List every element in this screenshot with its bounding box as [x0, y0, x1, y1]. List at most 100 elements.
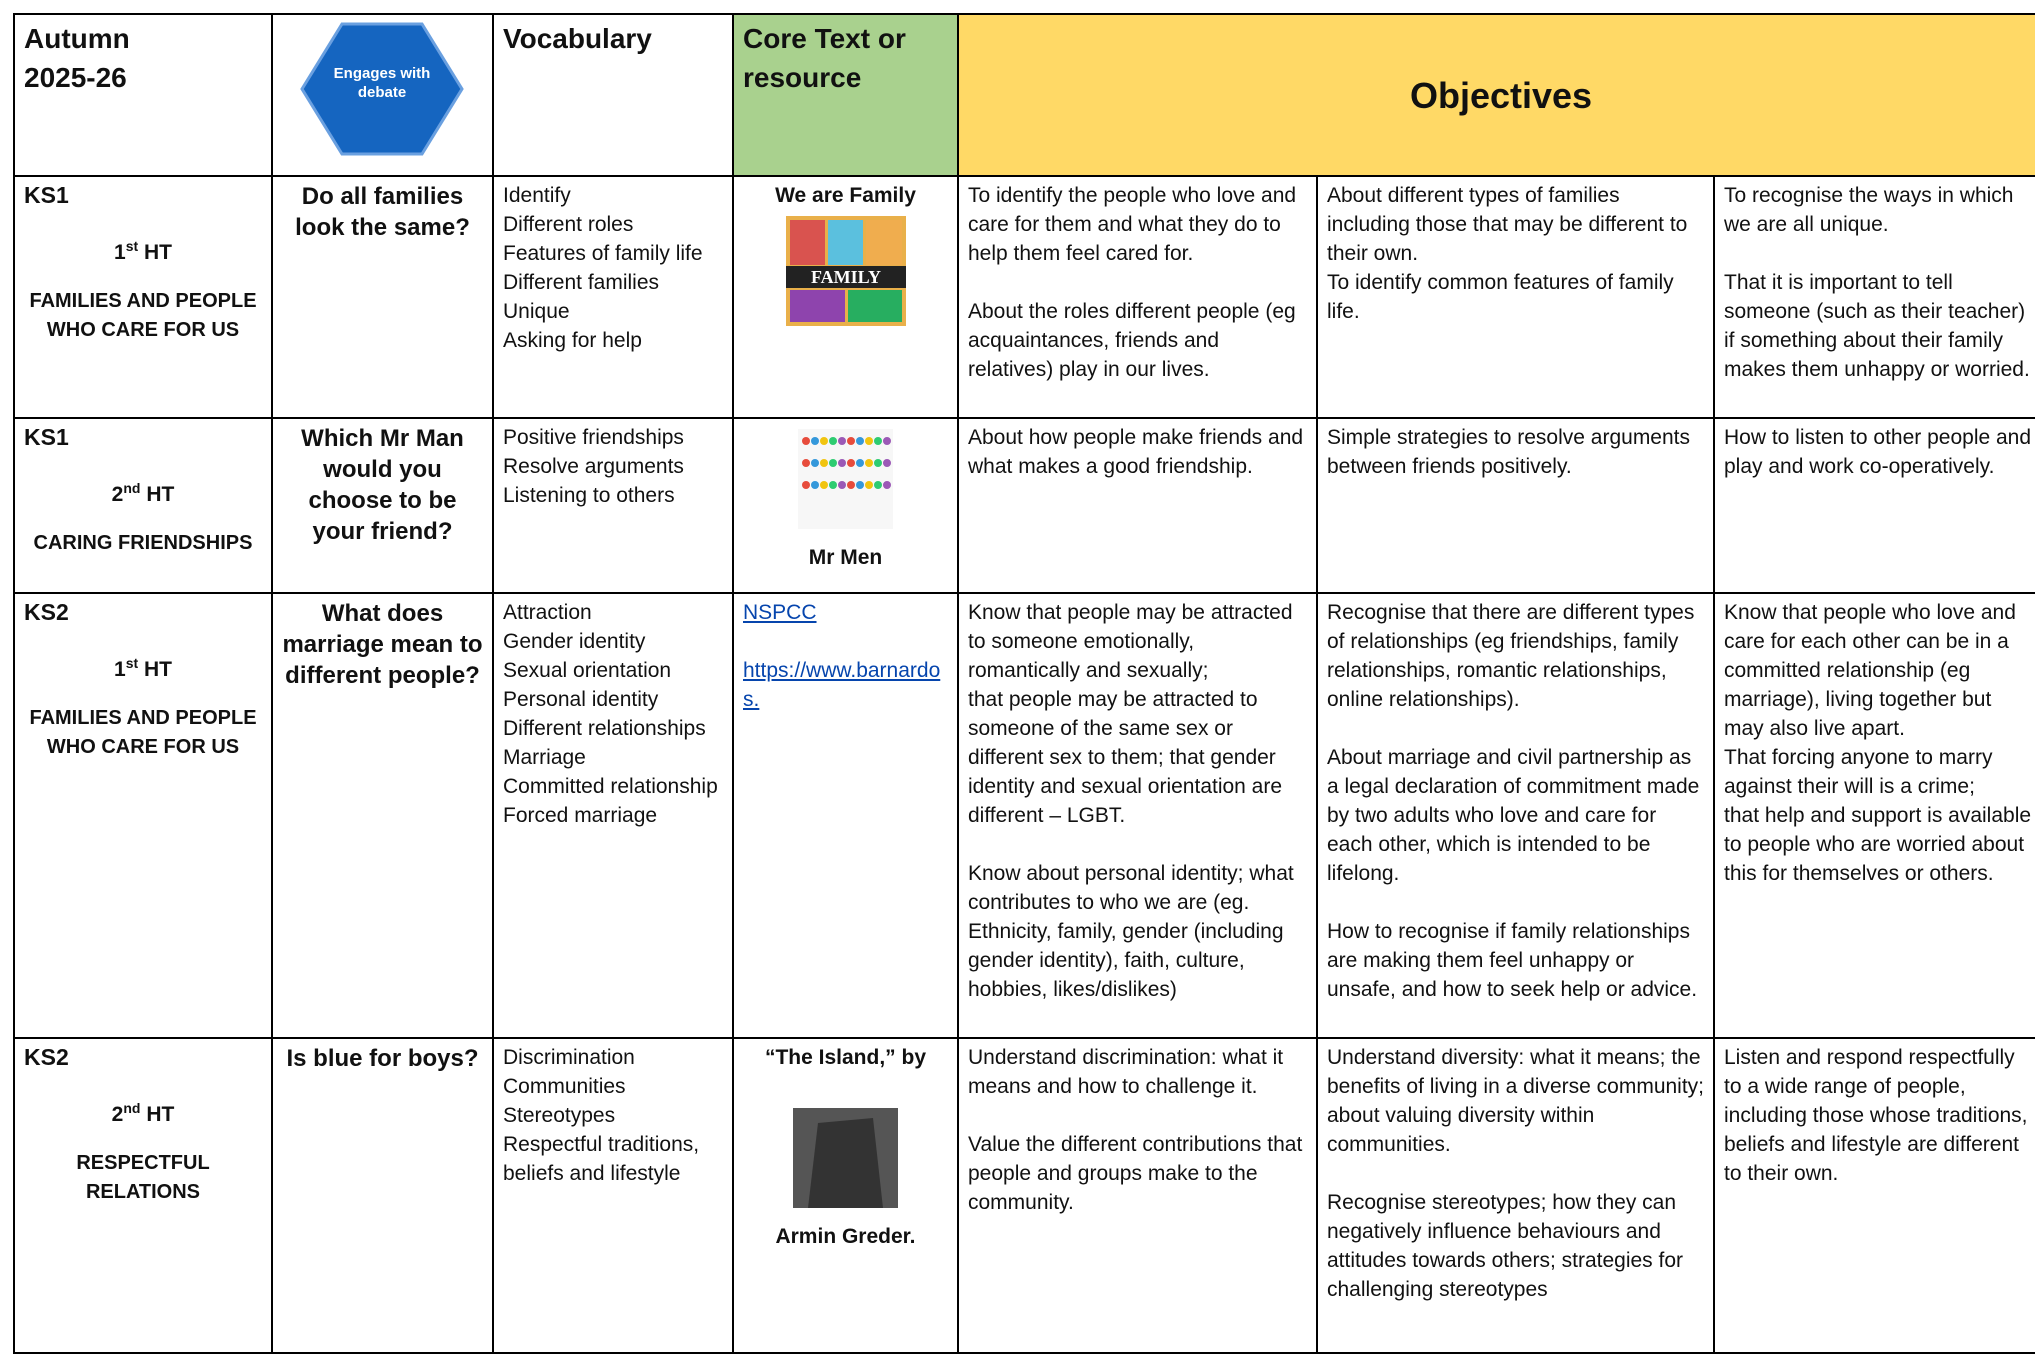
half-term: 2nd HT: [24, 1094, 262, 1129]
book-cover: FAMILY: [785, 216, 906, 326]
resource-cell: “The Island,” by Armin Greder.: [732, 1037, 959, 1354]
objective-paragraph: Understand discrimination: what it means…: [968, 1043, 1307, 1101]
objective-line: Know about personal identity; what contr…: [968, 862, 1294, 1001]
stage-cell: KS2 2nd HT RESPECTFUL RELATIONS: [13, 1037, 273, 1354]
vocabulary-cell: Identify Different roles Features of famil…: [492, 175, 734, 419]
vocabulary-cell: Discrimination Communities Stereotypes Resp…: [492, 1037, 734, 1354]
objective-line: To recognise the ways in which we are al…: [1724, 184, 2014, 236]
objective-paragraph: How to listen to other people and play a…: [1724, 423, 2034, 481]
objective-cell: Understand diversity: what it means; the…: [1316, 1037, 1715, 1354]
vocab-item: Positive friendships: [503, 426, 684, 449]
header-row: Autumn 2025-26 Engages with debate Vocabu…: [13, 13, 2035, 177]
row: KS2 1st HT FAMILIES AND PEOPLE WHO CARE FO…: [13, 592, 2035, 1039]
objective-cell: Simple strategies to resolve arguments b…: [1316, 417, 1715, 594]
objective-paragraph: To recognise the ways in which we are al…: [1724, 181, 2034, 239]
objective-line: Value the different contributions that p…: [968, 1133, 1303, 1214]
objective-paragraph: About how people make friends and what m…: [968, 423, 1307, 481]
objective-paragraph: Know about personal identity; what contr…: [968, 859, 1307, 1004]
objectives-header: Objectives: [956, 13, 2035, 177]
half-term-number: 2: [111, 483, 124, 506]
resource-image: [743, 1078, 948, 1216]
objective-paragraph: Value the different contributions that p…: [968, 1130, 1307, 1217]
objective-line: that help and support is available to pe…: [1724, 804, 2032, 885]
objective-line: Know that people may be attracted to som…: [968, 601, 1293, 682]
vocab-item: Listening to others: [503, 484, 675, 507]
topic: FAMILIES AND PEOPLE WHO CARE FOR US: [29, 707, 257, 758]
objective-cell: About different types of families includ…: [1316, 175, 1715, 419]
topic: FAMILIES AND PEOPLE WHO CARE FOR US: [29, 290, 257, 341]
objective-cell: About how people make friends and what m…: [957, 417, 1318, 594]
resource-image: [743, 429, 948, 537]
question: Is blue for boys?: [286, 1045, 479, 1072]
vocab-item: Gender identity: [503, 630, 646, 653]
resource-link[interactable]: https://www.barnardos.: [743, 659, 941, 711]
objective-line: About marriage and civil partnership as …: [1327, 746, 1700, 885]
objective-paragraph: Recognise stereotypes; how they can nega…: [1327, 1188, 1704, 1304]
vocabulary-cell: Positive friendships Resolve arguments Lis…: [492, 417, 734, 594]
resource-caption: Armin Greder.: [775, 1225, 916, 1248]
half-term-label: HT: [146, 1103, 175, 1126]
vocab-item: Different relationships: [503, 717, 706, 740]
objective-paragraph: About the roles different people (eg acq…: [968, 297, 1307, 384]
objective-line: To identify the people who love and care…: [968, 184, 1297, 265]
half-term-number: 1: [114, 241, 126, 264]
vocab-header: Vocabulary: [492, 13, 734, 177]
objective-line: That forcing anyone to marry against the…: [1724, 746, 1993, 798]
term-cell: Autumn 2025-26: [13, 13, 273, 177]
resource-header: Core Text or resource: [732, 13, 959, 177]
objective-cell: To recognise the ways in which we are al…: [1712, 175, 2035, 419]
book-cover: [798, 429, 893, 529]
objective-paragraph: Know that people may be attracted to som…: [968, 598, 1307, 830]
half-term: 1st HT: [24, 232, 262, 267]
curriculum-table: Autumn 2025-26 Engages with debate Vocabu…: [13, 13, 2035, 1354]
vocab-item: Resolve arguments: [503, 455, 684, 478]
resource-link[interactable]: NSPCC: [743, 601, 817, 624]
vocab-item: Unique: [503, 300, 570, 323]
objective-line: Recognise that there are different types…: [1327, 601, 1695, 711]
objective-cell: Understand discrimination: what it means…: [957, 1037, 1318, 1354]
vocabulary-cell: Attraction Gender identity Sexual orientat…: [492, 592, 734, 1039]
objective-paragraph: Recognise that there are different types…: [1327, 598, 1704, 714]
badge-label: Engages with debate: [333, 65, 431, 101]
objective-cell: To identify the people who love and care…: [957, 175, 1318, 419]
link-wrap: NSPCC: [743, 598, 948, 627]
question-cell: What does marriage mean to different peo…: [271, 592, 494, 1039]
objective-line: About different types of families includ…: [1327, 184, 1688, 265]
objective-paragraph: About different types of families includ…: [1327, 181, 1704, 326]
objective-paragraph: About marriage and civil partnership as …: [1327, 743, 1704, 888]
objective-line: To identify common features of family li…: [1327, 271, 1674, 323]
key-stage: KS1: [24, 182, 69, 208]
term: Autumn: [24, 23, 130, 54]
vocab-item: Attraction: [503, 601, 592, 624]
half-term-label: HT: [143, 658, 172, 681]
objective-line: Know that people who love and care for e…: [1724, 601, 2016, 740]
half-term-number: 1: [114, 658, 126, 681]
row: KS1 1st HT FAMILIES AND PEOPLE WHO CARE FO…: [13, 175, 2035, 419]
objective-cell: Listen and respond respectfully to a wid…: [1712, 1037, 2035, 1354]
objective-line: Simple strategies to resolve arguments b…: [1327, 426, 1690, 478]
vocab-item: Committed relationship: [503, 775, 718, 798]
objective-line: that people may be attracted to someone …: [968, 688, 1283, 827]
half-term-label: HT: [143, 241, 172, 264]
objective-cell: Know that people who love and care for e…: [1712, 592, 2035, 1039]
resource-caption: Mr Men: [808, 546, 883, 569]
objective-paragraph: That it is important to tell someone (su…: [1724, 268, 2034, 384]
term: 2025-26: [24, 62, 127, 93]
topic: RESPECTFUL RELATIONS: [76, 1152, 210, 1203]
vocab-item: Asking for help: [503, 329, 642, 352]
objective-line: About how people make friends and what m…: [968, 426, 1304, 478]
question: What does marriage mean to different peo…: [282, 600, 483, 689]
vocab-item: Identify: [503, 184, 571, 207]
objective-line: Understand discrimination: what it means…: [968, 1046, 1284, 1098]
objective-paragraph: Simple strategies to resolve arguments b…: [1327, 423, 1704, 481]
resource-cell: NSPCC https://www.barnardos.: [732, 592, 959, 1039]
vocab-item: Different families: [503, 271, 660, 294]
badge-cell: Engages with debate: [271, 13, 494, 177]
vocab-item: Respectful traditions, beliefs and lifes…: [503, 1133, 700, 1185]
stage-cell: KS2 1st HT FAMILIES AND PEOPLE WHO CARE FO…: [13, 592, 273, 1039]
objective-line: How to listen to other people and play a…: [1724, 426, 2032, 478]
question-cell: Is blue for boys?: [271, 1037, 494, 1354]
half-term-suffix: nd: [123, 480, 141, 496]
vocab-item: Different roles: [503, 213, 634, 236]
